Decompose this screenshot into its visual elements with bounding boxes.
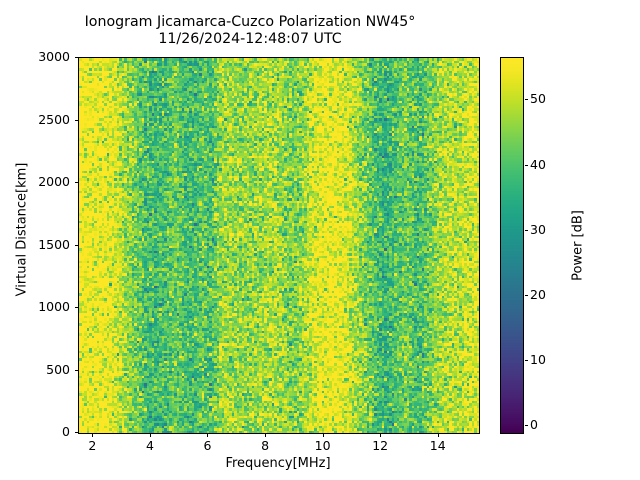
x-tick-mark <box>207 433 209 437</box>
x-tick-label: 6 <box>203 438 212 453</box>
y-tick-mark <box>74 307 78 308</box>
y-tick-label: 0 <box>62 424 70 439</box>
y-axis-label: Virtual Distance[km] <box>14 162 30 297</box>
x-tick-mark <box>92 433 94 437</box>
colorbar-tick-label: 30 <box>530 221 546 237</box>
y-tick-mark <box>74 432 78 433</box>
chart-title-line-1: Ionogram Jicamarca-Cuzco Polarization NW… <box>84 14 416 30</box>
x-tick-mark <box>380 433 382 437</box>
y-tick-label: 1500 <box>38 236 70 252</box>
y-tick-mark <box>74 244 78 246</box>
chart-title: Ionogram Jicamarca-Cuzco Polarization NW… <box>0 14 500 48</box>
x-tick-label: 14 <box>429 438 446 453</box>
y-tick-label: 2500 <box>38 111 70 127</box>
colorbar-label: Power [dB] <box>570 210 586 281</box>
x-tick-mark <box>149 433 151 437</box>
colorbar-tick-label: 10 <box>530 352 546 368</box>
x-tick-label: 4 <box>145 438 154 453</box>
colorbar-tick-mark <box>524 99 528 101</box>
x-tick-mark <box>265 433 267 437</box>
colorbar-tick-label: 50 <box>530 91 546 107</box>
colorbar-tick-label: 40 <box>530 156 546 172</box>
ionogram-heatmap-canvas <box>79 58 479 433</box>
x-tick-label: 2 <box>88 438 97 453</box>
y-tick-label: 3000 <box>38 49 70 64</box>
colorbar-tick-mark <box>524 360 528 362</box>
y-tick-label: 1000 <box>38 299 70 314</box>
colorbar-canvas <box>501 58 523 433</box>
x-tick-mark <box>437 433 439 437</box>
colorbar-tick-mark <box>524 295 528 297</box>
y-tick-label: 500 <box>46 361 70 377</box>
x-tick-label: 12 <box>372 438 389 453</box>
y-tick-mark <box>74 182 78 183</box>
y-tick-mark <box>74 369 78 371</box>
colorbar-tick-mark <box>524 164 528 166</box>
y-tick-mark <box>74 119 78 121</box>
colorbar-tick-label: 20 <box>530 287 546 303</box>
colorbar-tick-mark <box>524 425 528 427</box>
x-tick-label: 10 <box>314 438 331 453</box>
x-tick-label: 8 <box>261 438 270 453</box>
x-axis-label: Frequency[MHz] <box>225 456 331 471</box>
colorbar-axes <box>500 57 524 434</box>
colorbar-tick-label: 0 <box>530 417 538 433</box>
y-tick-mark <box>74 57 78 58</box>
heatmap-axes <box>78 57 480 434</box>
x-tick-mark <box>322 433 324 437</box>
colorbar-tick-mark <box>524 229 528 231</box>
y-tick-label: 2000 <box>38 174 70 189</box>
chart-title-line-2: 11/26/2024-12:48:07 UTC <box>158 31 342 47</box>
